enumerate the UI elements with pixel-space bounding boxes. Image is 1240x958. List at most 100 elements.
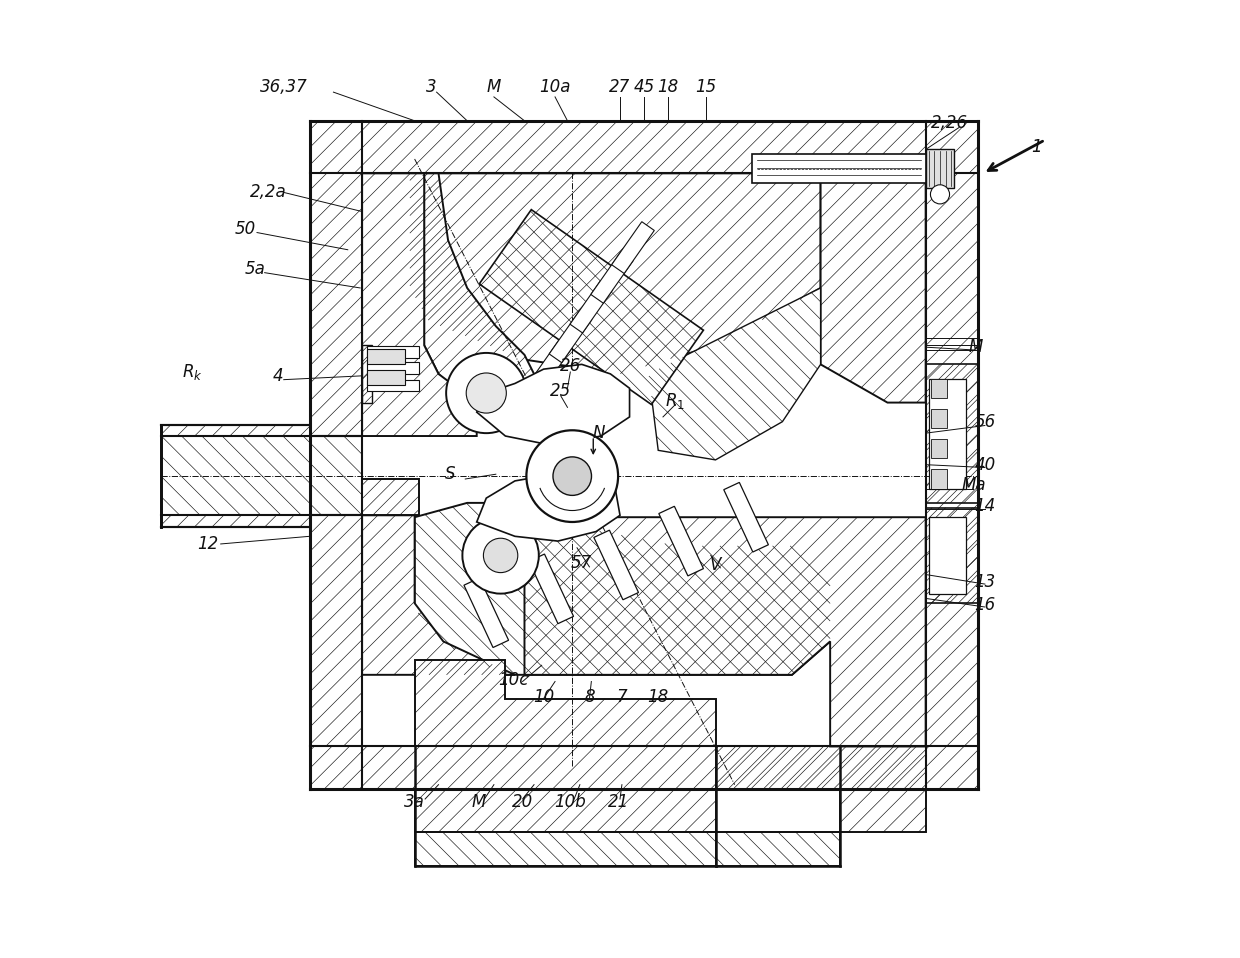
Polygon shape xyxy=(476,474,620,541)
Polygon shape xyxy=(414,833,715,866)
Polygon shape xyxy=(368,351,403,362)
Bar xyxy=(930,517,966,594)
Text: 10b: 10b xyxy=(554,793,587,810)
Polygon shape xyxy=(424,173,543,412)
Circle shape xyxy=(446,353,527,433)
Polygon shape xyxy=(649,288,821,460)
Text: $R_k$: $R_k$ xyxy=(182,362,202,382)
Text: S: S xyxy=(445,466,455,483)
Bar xyxy=(367,362,419,374)
Polygon shape xyxy=(161,436,362,515)
Polygon shape xyxy=(525,517,926,746)
Text: 57: 57 xyxy=(572,554,593,572)
Bar xyxy=(931,378,946,398)
Polygon shape xyxy=(479,210,703,404)
Text: Ma: Ma xyxy=(961,476,986,493)
Circle shape xyxy=(930,185,950,204)
Polygon shape xyxy=(310,746,978,789)
Text: 25: 25 xyxy=(551,382,572,400)
Polygon shape xyxy=(476,364,630,445)
Text: 20: 20 xyxy=(512,793,533,810)
Text: 10c: 10c xyxy=(497,671,528,689)
Text: 18: 18 xyxy=(657,79,678,97)
Text: 7: 7 xyxy=(616,688,627,706)
Text: 3: 3 xyxy=(425,79,436,97)
Text: 14: 14 xyxy=(975,497,996,514)
Text: 10a: 10a xyxy=(539,79,570,97)
Polygon shape xyxy=(715,833,839,866)
Circle shape xyxy=(463,517,539,594)
Bar xyxy=(930,378,966,489)
Text: 45: 45 xyxy=(634,79,655,97)
Polygon shape xyxy=(930,517,966,594)
Text: V: V xyxy=(709,556,722,574)
Text: 13: 13 xyxy=(975,573,996,591)
Polygon shape xyxy=(362,173,476,436)
Circle shape xyxy=(484,538,518,573)
Polygon shape xyxy=(926,508,978,604)
Text: 27: 27 xyxy=(609,79,631,97)
Text: 50: 50 xyxy=(234,219,257,238)
Bar xyxy=(367,346,419,357)
Text: 1: 1 xyxy=(1032,138,1042,155)
Text: 16: 16 xyxy=(975,596,996,614)
Text: 2,2a: 2,2a xyxy=(250,183,286,201)
Text: 4: 4 xyxy=(273,367,284,385)
Bar xyxy=(926,149,955,188)
Polygon shape xyxy=(926,364,978,503)
Text: 36,37: 36,37 xyxy=(260,79,308,97)
Text: 5a: 5a xyxy=(244,260,265,278)
Bar xyxy=(751,154,926,183)
Polygon shape xyxy=(414,789,715,833)
Polygon shape xyxy=(724,483,769,552)
Polygon shape xyxy=(161,424,310,436)
Polygon shape xyxy=(368,372,403,383)
Text: 3a: 3a xyxy=(404,793,425,810)
Text: 15: 15 xyxy=(696,79,717,97)
Polygon shape xyxy=(310,515,362,746)
Text: 8: 8 xyxy=(584,688,595,706)
Polygon shape xyxy=(590,251,634,304)
Polygon shape xyxy=(362,479,419,515)
Text: 12: 12 xyxy=(197,535,218,553)
Circle shape xyxy=(466,373,506,413)
Bar xyxy=(367,379,419,391)
Bar xyxy=(367,349,405,364)
Text: 40: 40 xyxy=(975,456,996,473)
Bar xyxy=(931,469,946,489)
Circle shape xyxy=(527,430,618,522)
Polygon shape xyxy=(410,173,821,374)
Bar xyxy=(931,409,946,428)
Polygon shape xyxy=(310,121,978,173)
Text: 10: 10 xyxy=(533,688,554,706)
Polygon shape xyxy=(658,506,703,576)
Polygon shape xyxy=(821,173,926,402)
Text: 56: 56 xyxy=(975,413,996,431)
Polygon shape xyxy=(611,221,655,273)
Polygon shape xyxy=(926,173,978,746)
Text: M: M xyxy=(471,793,486,810)
Polygon shape xyxy=(528,341,572,393)
Polygon shape xyxy=(414,503,830,674)
Text: 21: 21 xyxy=(608,793,629,810)
Polygon shape xyxy=(362,345,372,402)
Polygon shape xyxy=(549,311,591,363)
Circle shape xyxy=(553,457,591,495)
Text: $R_1$: $R_1$ xyxy=(666,391,686,411)
Text: M: M xyxy=(487,79,501,97)
Polygon shape xyxy=(570,281,613,333)
Polygon shape xyxy=(310,173,362,436)
Bar xyxy=(367,370,405,385)
Polygon shape xyxy=(715,746,926,833)
Polygon shape xyxy=(414,660,715,746)
Text: N: N xyxy=(593,424,605,443)
Text: 2,26: 2,26 xyxy=(931,114,968,131)
Bar xyxy=(931,439,946,458)
Polygon shape xyxy=(594,530,639,600)
Polygon shape xyxy=(362,515,515,674)
Text: M: M xyxy=(968,338,982,356)
Polygon shape xyxy=(529,554,574,624)
Text: 18: 18 xyxy=(647,688,668,706)
Polygon shape xyxy=(464,578,508,648)
Text: 26: 26 xyxy=(559,357,582,376)
